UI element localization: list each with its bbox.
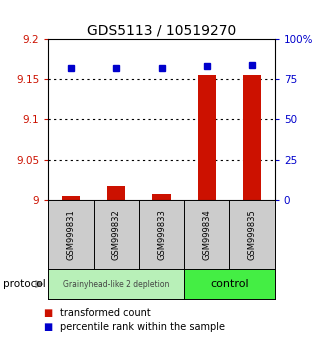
Text: ■: ■	[43, 322, 53, 332]
Text: transformed count: transformed count	[60, 308, 151, 318]
Text: GSM999831: GSM999831	[66, 209, 76, 260]
Text: Grainyhead-like 2 depletion: Grainyhead-like 2 depletion	[63, 280, 169, 289]
Text: GSM999833: GSM999833	[157, 209, 166, 260]
Bar	[62, 196, 80, 200]
Text: control: control	[210, 279, 249, 289]
Text: percentile rank within the sample: percentile rank within the sample	[60, 322, 225, 332]
Text: GSM999834: GSM999834	[202, 209, 211, 260]
Text: GSM999835: GSM999835	[247, 209, 257, 260]
Bar	[107, 185, 125, 200]
Text: protocol: protocol	[3, 279, 46, 289]
Title: GDS5113 / 10519270: GDS5113 / 10519270	[87, 24, 236, 38]
Bar	[153, 194, 170, 200]
Bar	[243, 75, 261, 200]
Text: GSM999832: GSM999832	[112, 209, 121, 260]
Text: ■: ■	[43, 308, 53, 318]
Bar	[198, 75, 216, 200]
